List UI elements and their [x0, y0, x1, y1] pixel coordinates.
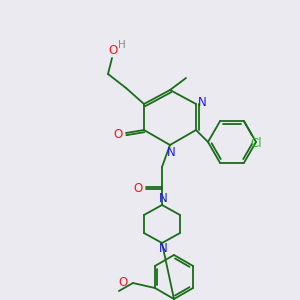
Text: N: N	[159, 242, 167, 256]
Text: N: N	[167, 146, 176, 158]
Text: N: N	[198, 97, 206, 110]
Text: H: H	[118, 40, 126, 50]
Text: Cl: Cl	[250, 137, 262, 150]
Text: N: N	[159, 193, 167, 206]
Text: O: O	[113, 128, 123, 140]
Text: O: O	[134, 182, 142, 194]
Text: O: O	[108, 44, 118, 56]
Text: O: O	[118, 275, 128, 289]
